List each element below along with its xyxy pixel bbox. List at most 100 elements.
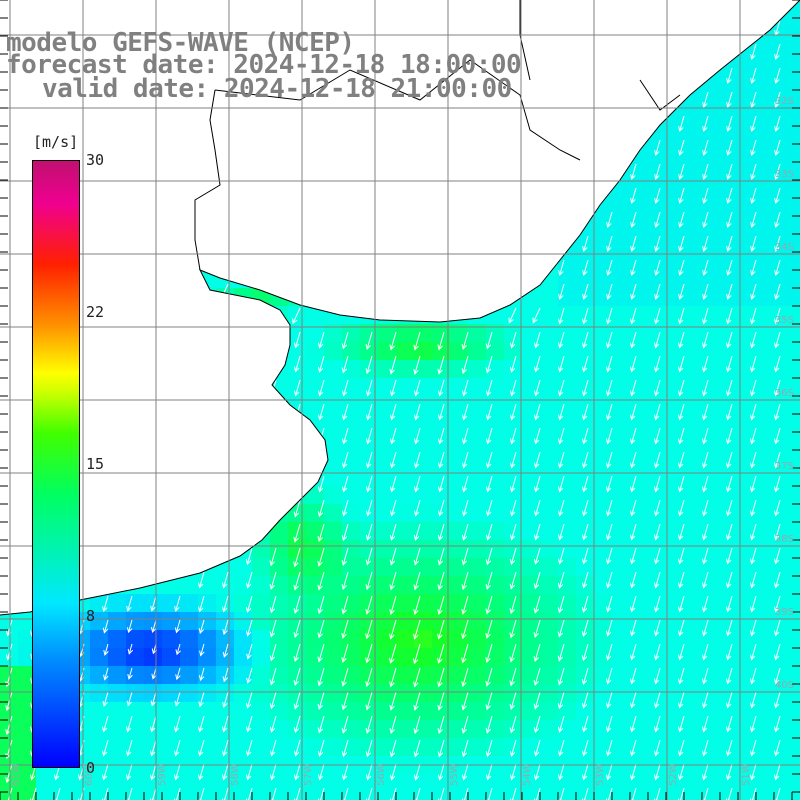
wind-arrow-head	[750, 270, 756, 277]
wind-arrow	[751, 427, 757, 444]
wind-arrow	[200, 643, 205, 656]
wind-arrow	[366, 547, 373, 565]
wind-arrow-head	[509, 750, 516, 757]
legend-unit: [m/s]	[33, 133, 79, 151]
wind-arrow	[607, 355, 613, 372]
wind-arrow	[583, 691, 589, 708]
wind-arrow	[343, 475, 349, 492]
wind-arrow	[343, 403, 349, 420]
wind-arrow-head	[725, 462, 732, 469]
wind-arrow	[775, 403, 781, 420]
wind-arrow	[607, 667, 613, 684]
wind-arrow	[679, 499, 685, 516]
wind-arrow	[631, 187, 637, 204]
wind-arrow-head	[293, 656, 299, 663]
wind-arrow	[631, 427, 637, 444]
wind-arrow	[486, 355, 493, 373]
wind-arrow-head	[5, 729, 11, 736]
wind-arrow	[679, 667, 685, 684]
wind-arrow	[463, 379, 469, 396]
wind-arrow	[343, 427, 349, 444]
wind-arrow-head	[677, 486, 684, 493]
wind-arrow-head	[269, 631, 276, 638]
wind-arrow	[607, 643, 613, 660]
wind-arrow-head	[197, 750, 204, 757]
wind-arrow-head	[653, 510, 660, 517]
wind-arrow-head	[533, 342, 540, 349]
wind-arrow-head	[677, 582, 684, 589]
wind-arrow	[511, 451, 517, 468]
wind-arrow	[559, 379, 565, 396]
wind-arrow	[295, 331, 301, 348]
wind-arrow-head	[630, 246, 636, 253]
wind-arrow	[415, 763, 421, 780]
wind-arrow	[582, 643, 589, 661]
wind-arrow	[727, 667, 733, 684]
wind-arrow	[631, 475, 637, 492]
wind-arrow	[200, 787, 205, 800]
wind-arrow	[223, 571, 229, 588]
wind-arrow-head	[774, 294, 780, 301]
wind-arrow	[727, 571, 733, 588]
wind-arrow	[342, 667, 349, 686]
wind-arrow	[342, 355, 349, 373]
wind-arrow-head	[461, 414, 468, 421]
wind-arrow	[439, 499, 445, 516]
wind-arrow	[176, 787, 181, 800]
wind-arrow-head	[437, 462, 444, 469]
wind-arrow-head	[557, 342, 564, 349]
wind-arrow-head	[222, 676, 229, 683]
wind-arrow-head	[629, 486, 636, 493]
wind-arrow	[487, 499, 493, 516]
wind-arrow	[366, 739, 373, 757]
wind-arrow	[607, 235, 613, 252]
wind-arrow	[511, 379, 517, 396]
wind-arrow	[583, 283, 589, 300]
wind-arrow-head	[29, 774, 36, 781]
wind-arrow	[534, 643, 541, 662]
wind-arrow	[319, 475, 325, 492]
wind-arrow	[655, 595, 661, 612]
wind-arrow-head	[726, 150, 732, 157]
wind-arrow	[176, 667, 181, 680]
wind-arrow	[414, 523, 421, 541]
wind-arrow-head	[461, 727, 468, 734]
wind-arrow-head	[774, 174, 780, 181]
wind-arrow	[318, 499, 325, 517]
wind-arrow	[583, 547, 589, 564]
wind-arrow	[127, 739, 133, 756]
wind-arrow	[462, 523, 469, 540]
wind-arrow	[655, 763, 661, 780]
wind-arrow	[247, 619, 253, 636]
wind-arrow	[679, 283, 685, 300]
wind-arrow	[438, 739, 445, 757]
wind-arrow-head	[389, 704, 395, 711]
wind-arrow	[679, 163, 685, 180]
wind-arrow-head	[749, 702, 756, 709]
wind-arrow-head	[126, 605, 132, 612]
wind-arrow-head	[508, 317, 514, 324]
wind-arrow	[175, 691, 181, 706]
wind-arrow	[390, 643, 397, 664]
wind-arrow-head	[701, 366, 708, 373]
wind-arrow-head	[653, 486, 660, 493]
wind-arrow	[6, 763, 13, 783]
wind-arrow-head	[437, 534, 444, 541]
wind-arrow-head	[389, 559, 396, 566]
wind-arrow	[631, 259, 637, 276]
wind-arrow-head	[5, 681, 11, 688]
wind-arrow	[390, 523, 397, 541]
wind-arrow	[655, 523, 661, 540]
wind-arrow	[272, 787, 277, 800]
wind-arrow	[751, 163, 757, 180]
wind-arrow-head	[557, 679, 564, 686]
wind-arrow	[511, 499, 517, 516]
wind-arrow-head	[677, 342, 684, 349]
wind-arrow	[558, 691, 565, 709]
wind-arrow	[607, 571, 613, 588]
wind-arrow-head	[701, 702, 708, 709]
wind-arrow-head	[726, 198, 732, 205]
wind-arrow	[6, 715, 13, 735]
wind-arrow	[510, 571, 517, 589]
wind-arrow	[510, 691, 517, 710]
